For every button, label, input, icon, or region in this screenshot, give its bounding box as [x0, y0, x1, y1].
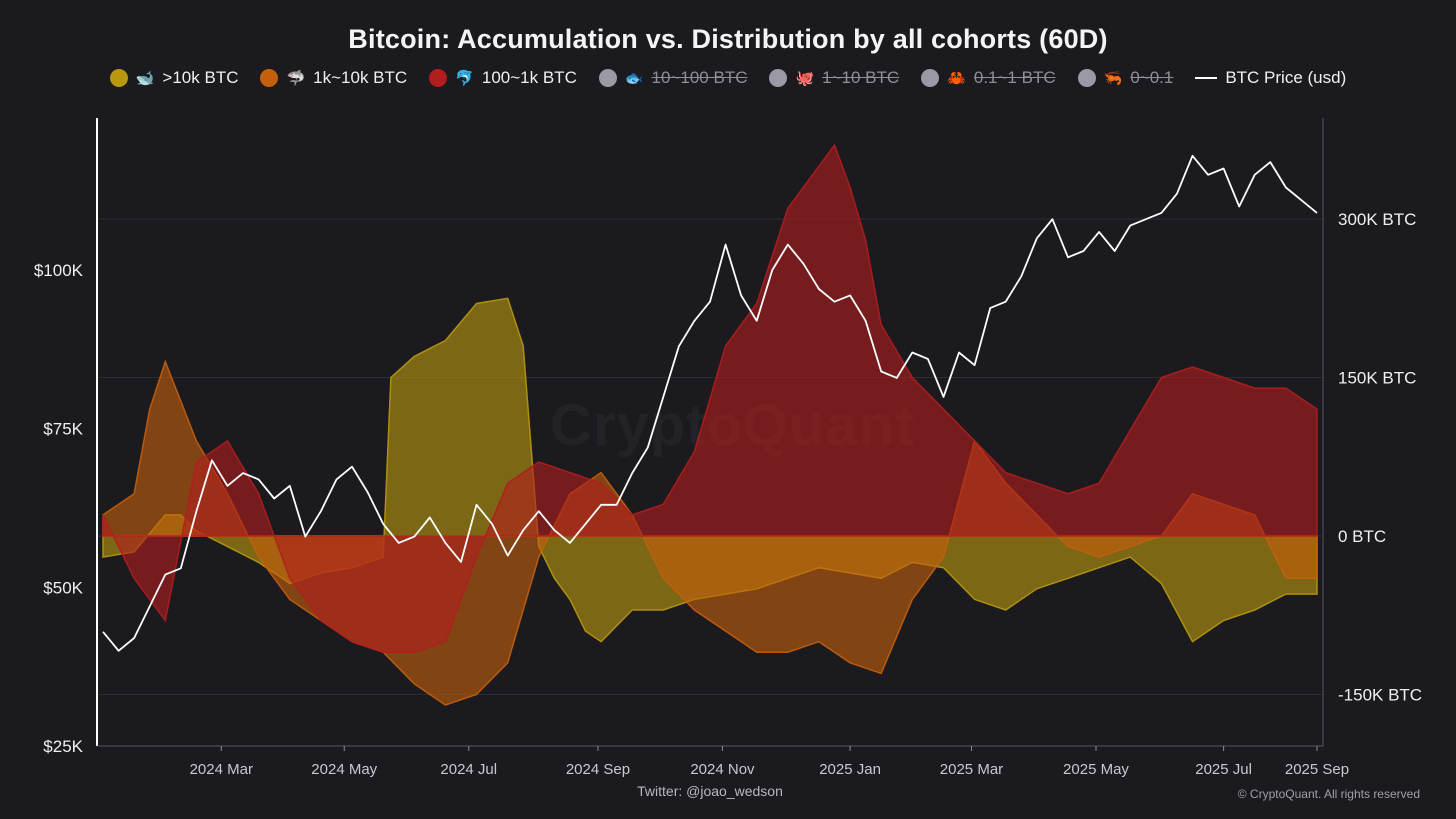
chart-title: Bitcoin: Accumulation vs. Distribution b… [348, 24, 1108, 54]
legend-line-swatch [1195, 77, 1218, 79]
legend-item-4[interactable]: 🐙 1~10 BTC [769, 68, 899, 88]
x-tick-label: 2025 Jan [819, 761, 881, 778]
axis-layer: $25K $50K $75K $100K -150K BTC 0 BTC 150K BTC 3… [34, 118, 1422, 778]
legend: 🐋 >10k BTC 🦈 1k~10k BTC 🐬 100~1k BTC 🐟 10~100 B… [0, 68, 1456, 88]
legend-swatch [1077, 69, 1096, 87]
legend-label: 1k~10k BTC [313, 68, 408, 87]
x-tick-label: 2024 Mar [190, 761, 253, 778]
price-line [102, 154, 1318, 652]
legend-item-2[interactable]: 🐬 100~1k BTC [429, 68, 577, 88]
x-tick-label: 2024 Sep [566, 761, 630, 778]
legend-label: >10k BTC [162, 68, 239, 87]
y-left-tick-label: $50K [43, 578, 83, 597]
y-right-tick-label: -150K BTC [1338, 686, 1422, 705]
legend-label: BTC Price (usd) [1225, 68, 1347, 87]
cohort-icon: 🦈 [286, 70, 306, 87]
legend-swatch [429, 69, 448, 87]
legend-label: 0~0.1 [1130, 68, 1174, 87]
legend-swatch [598, 69, 617, 87]
legend-label: 1~10 BTC [822, 68, 900, 87]
cohort-icon: 🐙 [795, 70, 815, 87]
legend-item-3[interactable]: 🐟 10~100 BTC [598, 68, 748, 88]
legend-item-1[interactable]: 🦈 1k~10k BTC [260, 68, 407, 88]
y-right-tick-label: 0 BTC [1338, 527, 1386, 546]
legend-swatch [109, 69, 128, 87]
legend-label: 100~1k BTC [481, 68, 577, 87]
line-layer [102, 154, 1318, 652]
legend-swatch [260, 69, 279, 87]
legend-item-0[interactable]: 🐋 >10k BTC [109, 68, 239, 88]
legend-item-6[interactable]: 🦐 0~0.1 [1077, 68, 1174, 88]
x-tick-label: 2025 Mar [940, 761, 1003, 778]
x-tick-label: 2025 May [1063, 761, 1129, 778]
twitter-credit[interactable]: Twitter: @joao_wedson [637, 783, 783, 799]
area-layer [102, 143, 1318, 706]
legend-swatch [921, 69, 940, 87]
cohort-icon: 🐬 [455, 70, 474, 87]
legend-label: 10~100 BTC [651, 68, 748, 87]
legend-item-price[interactable]: BTC Price (usd) [1195, 68, 1346, 88]
cohort-icon: 🦐 [1103, 70, 1123, 87]
area-series-2 [102, 143, 1318, 653]
y-left-tick-label: $25K [43, 737, 83, 756]
x-tick-label: 2025 Sep [1285, 761, 1349, 778]
y-right-tick-label: 300K BTC [1338, 210, 1416, 229]
x-tick-label: 2024 Nov [690, 761, 755, 778]
cohort-icon: 🐋 [135, 70, 155, 87]
copyright-notice: © CryptoQuant. All rights reserved [1237, 787, 1420, 801]
x-tick-label: 2024 May [311, 761, 377, 778]
legend-swatch [769, 69, 788, 87]
cohort-icon: 🦀 [947, 70, 966, 87]
y-left-tick-label: $75K [43, 420, 83, 439]
x-tick-label: 2024 Jul [440, 761, 497, 778]
cohort-icon: 🐟 [624, 70, 644, 87]
legend-label: 0.1~1 BTC [973, 68, 1056, 87]
x-tick-label: 2025 Jul [1195, 761, 1252, 778]
legend-item-5[interactable]: 🦀 0.1~1 BTC [921, 68, 1056, 88]
y-right-tick-label: 150K BTC [1338, 369, 1416, 388]
y-left-tick-label: $100K [34, 261, 84, 280]
